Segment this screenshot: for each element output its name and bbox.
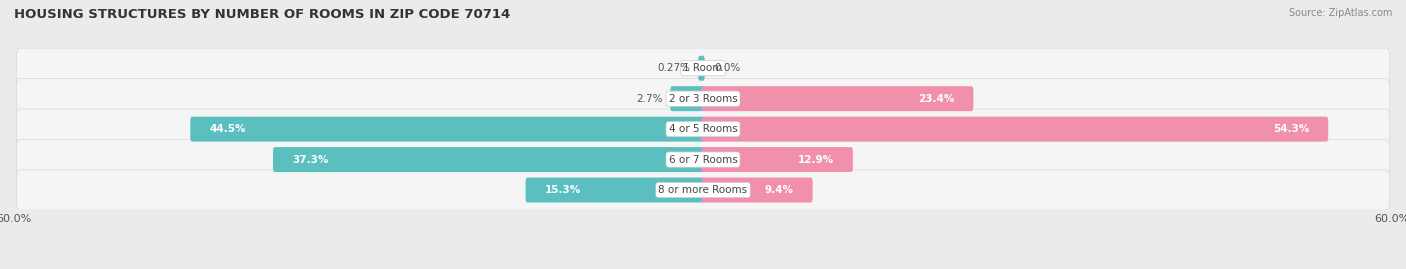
Text: 2 or 3 Rooms: 2 or 3 Rooms: [669, 94, 737, 104]
FancyBboxPatch shape: [190, 117, 704, 141]
Text: 0.0%: 0.0%: [714, 63, 741, 73]
Text: 6 or 7 Rooms: 6 or 7 Rooms: [669, 155, 737, 165]
FancyBboxPatch shape: [702, 117, 1329, 141]
FancyBboxPatch shape: [702, 86, 973, 111]
Text: 44.5%: 44.5%: [209, 124, 246, 134]
Text: 23.4%: 23.4%: [918, 94, 955, 104]
Text: 8 or more Rooms: 8 or more Rooms: [658, 185, 748, 195]
FancyBboxPatch shape: [699, 56, 704, 81]
FancyBboxPatch shape: [17, 170, 1389, 210]
Text: 37.3%: 37.3%: [292, 155, 329, 165]
Text: 15.3%: 15.3%: [544, 185, 581, 195]
Text: HOUSING STRUCTURES BY NUMBER OF ROOMS IN ZIP CODE 70714: HOUSING STRUCTURES BY NUMBER OF ROOMS IN…: [14, 8, 510, 21]
FancyBboxPatch shape: [702, 147, 853, 172]
Text: 54.3%: 54.3%: [1272, 124, 1309, 134]
FancyBboxPatch shape: [17, 109, 1389, 149]
Text: 4 or 5 Rooms: 4 or 5 Rooms: [669, 124, 737, 134]
FancyBboxPatch shape: [526, 178, 704, 203]
FancyBboxPatch shape: [17, 48, 1389, 88]
FancyBboxPatch shape: [671, 86, 704, 111]
FancyBboxPatch shape: [17, 139, 1389, 180]
FancyBboxPatch shape: [702, 178, 813, 203]
FancyBboxPatch shape: [17, 79, 1389, 119]
Text: 9.4%: 9.4%: [765, 185, 794, 195]
FancyBboxPatch shape: [273, 147, 704, 172]
Text: 2.7%: 2.7%: [637, 94, 662, 104]
Text: 0.27%: 0.27%: [658, 63, 690, 73]
Text: Source: ZipAtlas.com: Source: ZipAtlas.com: [1288, 8, 1392, 18]
Text: 12.9%: 12.9%: [797, 155, 834, 165]
Text: 1 Room: 1 Room: [683, 63, 723, 73]
